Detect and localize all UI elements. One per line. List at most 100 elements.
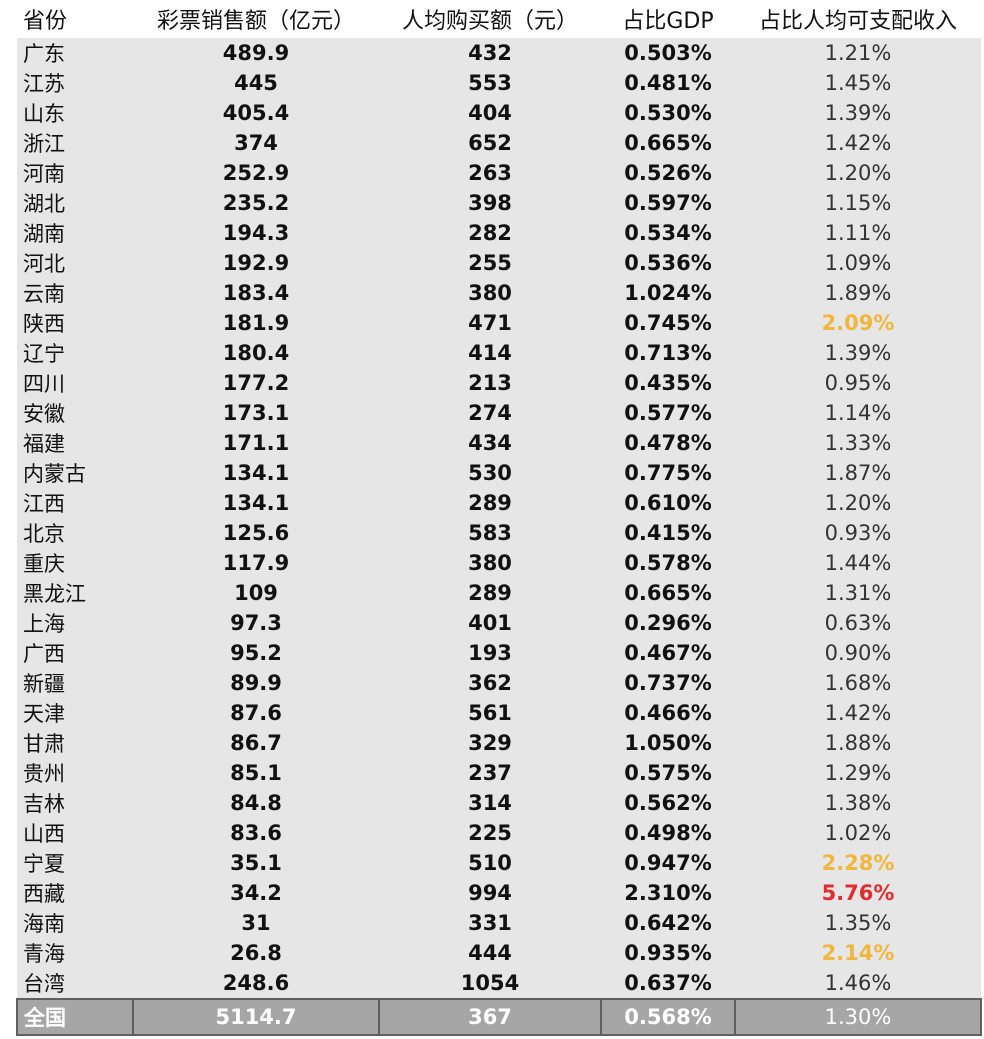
sales-cell[interactable]: 248.6 <box>133 968 379 999</box>
province-cell[interactable]: 江西 <box>17 488 133 518</box>
province-cell[interactable]: 海南 <box>17 908 133 938</box>
sales-cell[interactable]: 235.2 <box>133 188 379 218</box>
income-share-cell[interactable]: 1.44% <box>735 548 981 578</box>
income-share-cell[interactable]: 0.93% <box>735 518 981 548</box>
province-cell[interactable]: 北京 <box>17 518 133 548</box>
sales-cell[interactable]: 83.6 <box>133 818 379 848</box>
per-capita-cell[interactable]: 282 <box>379 218 601 248</box>
per-capita-cell[interactable]: 380 <box>379 278 601 308</box>
gdp-share-cell[interactable]: 2.310% <box>601 878 735 908</box>
sales-cell[interactable]: 109 <box>133 578 379 608</box>
sales-cell[interactable]: 34.2 <box>133 878 379 908</box>
sales-cell[interactable]: 95.2 <box>133 638 379 668</box>
province-cell[interactable]: 广西 <box>17 638 133 668</box>
province-cell[interactable]: 山东 <box>17 98 133 128</box>
province-cell[interactable]: 安徽 <box>17 398 133 428</box>
header-sales[interactable]: 彩票销售额（亿元） <box>133 0 379 38</box>
per-capita-cell[interactable]: 329 <box>379 728 601 758</box>
sales-cell[interactable]: 445 <box>133 68 379 98</box>
total-sales-cell[interactable]: 5114.7 <box>132 998 380 1036</box>
gdp-share-cell[interactable]: 0.478% <box>601 428 735 458</box>
per-capita-cell[interactable]: 380 <box>379 548 601 578</box>
per-capita-cell[interactable]: 289 <box>379 488 601 518</box>
sales-cell[interactable]: 97.3 <box>133 608 379 638</box>
income-share-cell[interactable]: 2.09% <box>735 308 981 338</box>
province-cell[interactable]: 台湾 <box>17 968 133 999</box>
province-cell[interactable]: 青海 <box>17 938 133 968</box>
total-per-capita-cell[interactable]: 367 <box>378 998 602 1036</box>
per-capita-cell[interactable]: 263 <box>379 158 601 188</box>
province-cell[interactable]: 辽宁 <box>17 338 133 368</box>
province-cell[interactable]: 广东 <box>17 38 133 68</box>
gdp-share-cell[interactable]: 0.713% <box>601 338 735 368</box>
gdp-share-cell[interactable]: 0.562% <box>601 788 735 818</box>
header-province[interactable]: 省份 <box>17 0 133 38</box>
income-share-cell[interactable]: 1.14% <box>735 398 981 428</box>
per-capita-cell[interactable]: 289 <box>379 578 601 608</box>
province-cell[interactable]: 湖南 <box>17 218 133 248</box>
income-share-cell[interactable]: 1.35% <box>735 908 981 938</box>
sales-cell[interactable]: 252.9 <box>133 158 379 188</box>
sales-cell[interactable]: 31 <box>133 908 379 938</box>
province-cell[interactable]: 内蒙古 <box>17 458 133 488</box>
sales-cell[interactable]: 177.2 <box>133 368 379 398</box>
per-capita-cell[interactable]: 471 <box>379 308 601 338</box>
income-share-cell[interactable]: 1.21% <box>735 38 981 68</box>
sales-cell[interactable]: 85.1 <box>133 758 379 788</box>
province-cell[interactable]: 河南 <box>17 158 133 188</box>
sales-cell[interactable]: 183.4 <box>133 278 379 308</box>
income-share-cell[interactable]: 2.28% <box>735 848 981 878</box>
gdp-share-cell[interactable]: 0.947% <box>601 848 735 878</box>
income-share-cell[interactable]: 2.14% <box>735 938 981 968</box>
per-capita-cell[interactable]: 213 <box>379 368 601 398</box>
per-capita-cell[interactable]: 401 <box>379 608 601 638</box>
per-capita-cell[interactable]: 583 <box>379 518 601 548</box>
province-cell[interactable]: 黑龙江 <box>17 578 133 608</box>
per-capita-cell[interactable]: 1054 <box>379 968 601 999</box>
province-cell[interactable]: 宁夏 <box>17 848 133 878</box>
per-capita-cell[interactable]: 652 <box>379 128 601 158</box>
province-cell[interactable]: 湖北 <box>17 188 133 218</box>
sales-cell[interactable]: 35.1 <box>133 848 379 878</box>
gdp-share-cell[interactable]: 0.481% <box>601 68 735 98</box>
income-share-cell[interactable]: 1.45% <box>735 68 981 98</box>
per-capita-cell[interactable]: 225 <box>379 818 601 848</box>
income-share-cell[interactable]: 0.90% <box>735 638 981 668</box>
sales-cell[interactable]: 117.9 <box>133 548 379 578</box>
income-share-cell[interactable]: 1.88% <box>735 728 981 758</box>
income-share-cell[interactable]: 1.09% <box>735 248 981 278</box>
gdp-share-cell[interactable]: 0.503% <box>601 38 735 68</box>
province-cell[interactable]: 上海 <box>17 608 133 638</box>
gdp-share-cell[interactable]: 0.745% <box>601 308 735 338</box>
sales-cell[interactable]: 89.9 <box>133 668 379 698</box>
per-capita-cell[interactable]: 414 <box>379 338 601 368</box>
per-capita-cell[interactable]: 331 <box>379 908 601 938</box>
gdp-share-cell[interactable]: 0.534% <box>601 218 735 248</box>
per-capita-cell[interactable]: 994 <box>379 878 601 908</box>
per-capita-cell[interactable]: 404 <box>379 98 601 128</box>
sales-cell[interactable]: 86.7 <box>133 728 379 758</box>
gdp-share-cell[interactable]: 0.737% <box>601 668 735 698</box>
per-capita-cell[interactable]: 553 <box>379 68 601 98</box>
per-capita-cell[interactable]: 237 <box>379 758 601 788</box>
gdp-share-cell[interactable]: 1.050% <box>601 728 735 758</box>
income-share-cell[interactable]: 1.42% <box>735 698 981 728</box>
per-capita-cell[interactable]: 510 <box>379 848 601 878</box>
per-capita-cell[interactable]: 398 <box>379 188 601 218</box>
income-share-cell[interactable]: 1.15% <box>735 188 981 218</box>
sales-cell[interactable]: 180.4 <box>133 338 379 368</box>
gdp-share-cell[interactable]: 0.575% <box>601 758 735 788</box>
gdp-share-cell[interactable]: 0.415% <box>601 518 735 548</box>
income-share-cell[interactable]: 1.38% <box>735 788 981 818</box>
province-cell[interactable]: 天津 <box>17 698 133 728</box>
total-income-share-cell[interactable]: 1.30% <box>734 998 982 1036</box>
sales-cell[interactable]: 87.6 <box>133 698 379 728</box>
sales-cell[interactable]: 489.9 <box>133 38 379 68</box>
income-share-cell[interactable]: 1.31% <box>735 578 981 608</box>
sales-cell[interactable]: 194.3 <box>133 218 379 248</box>
gdp-share-cell[interactable]: 0.578% <box>601 548 735 578</box>
income-share-cell[interactable]: 1.46% <box>735 968 981 999</box>
sales-cell[interactable]: 192.9 <box>133 248 379 278</box>
per-capita-cell[interactable]: 362 <box>379 668 601 698</box>
income-share-cell[interactable]: 1.02% <box>735 818 981 848</box>
